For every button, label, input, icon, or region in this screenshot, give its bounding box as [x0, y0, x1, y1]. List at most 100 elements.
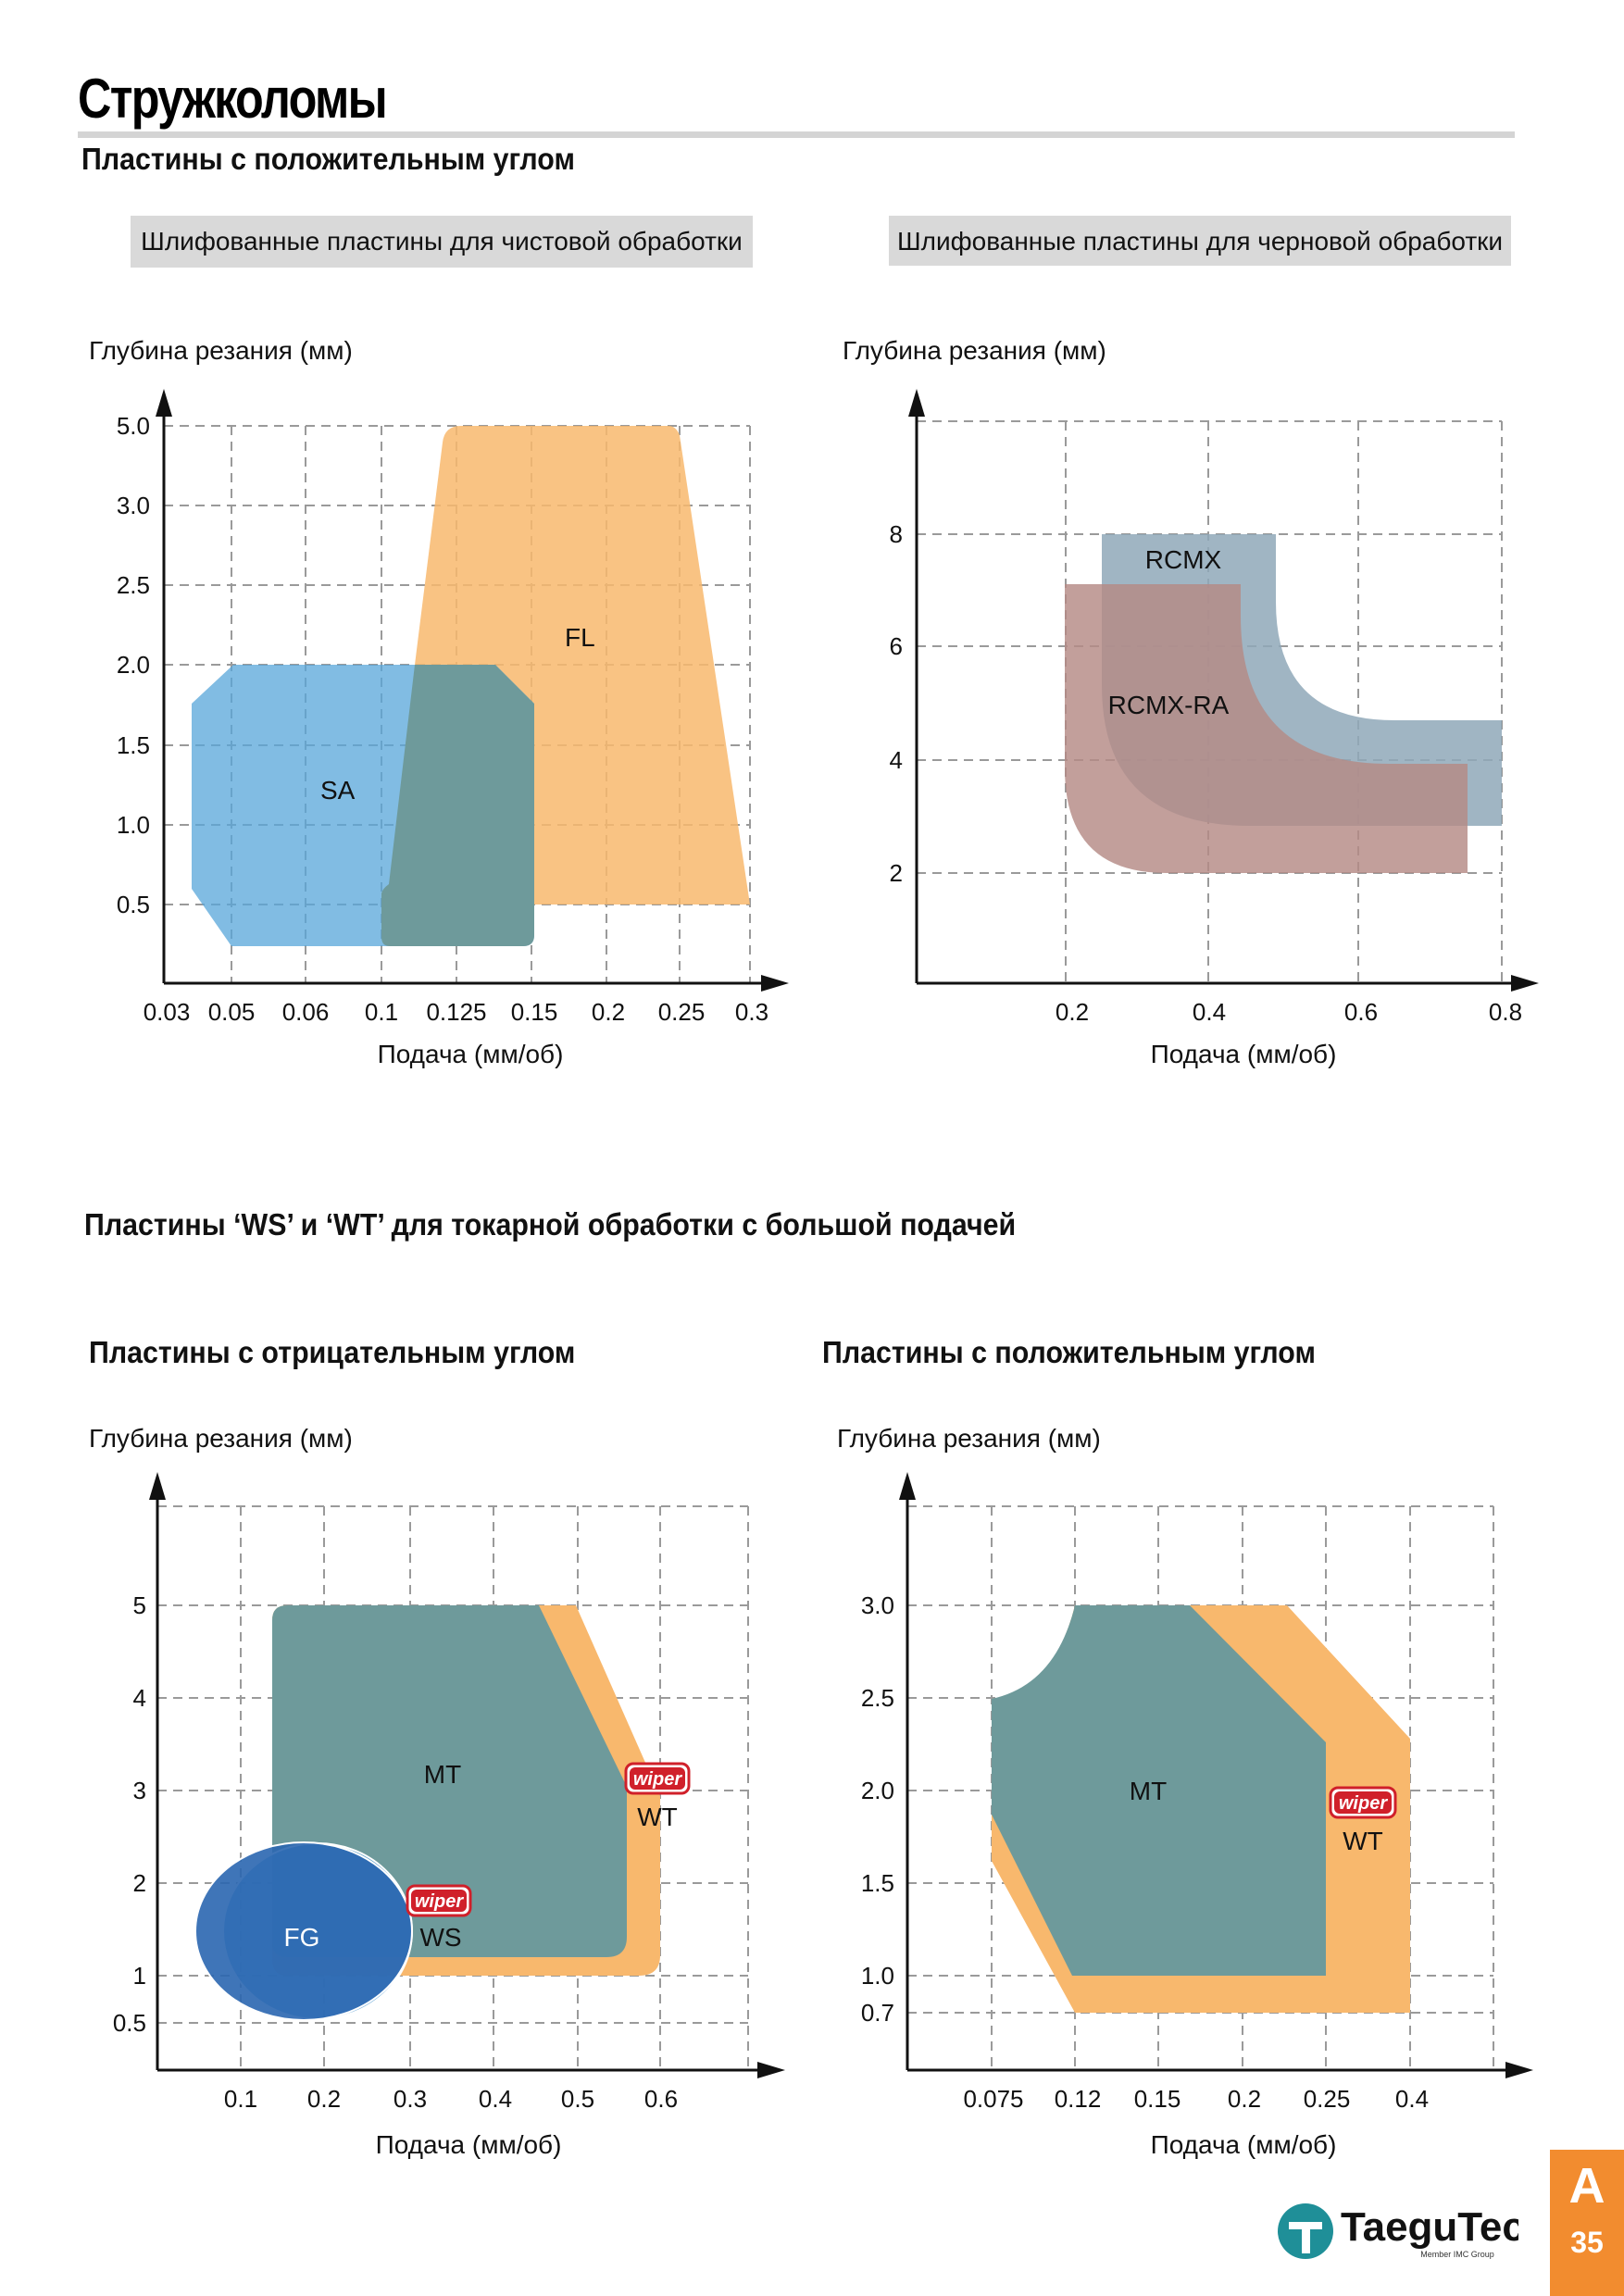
- region-mt: [992, 1605, 1326, 1976]
- chart-roughing: Глубина резания (мм) RCMX RCMX-RA 2 4 6 …: [843, 336, 1539, 1068]
- y-tick-label: 2.0: [117, 651, 150, 679]
- x-tick-label: 0.8: [1489, 998, 1522, 1026]
- region-label: WS: [419, 1923, 461, 1952]
- x-tick-label: 0.125: [426, 998, 486, 1026]
- chart-finishing: Глубина резания (мм) SA FL 0.5 1.0 1.5 2…: [89, 336, 789, 1068]
- region-fl: [415, 426, 750, 905]
- region-label: SA: [320, 776, 356, 805]
- x-tick-label: 0.15: [1134, 2085, 1181, 2113]
- finishing-box: Шлифованные пластины для чистовой обрабо…: [131, 216, 753, 268]
- y-tick-label: 0.5: [117, 891, 150, 918]
- x-tick-label: 0.05: [208, 998, 256, 1026]
- y-tick-label: 2.5: [117, 571, 150, 599]
- region-label: MT: [424, 1760, 461, 1789]
- x-tick-label: 0.2: [592, 998, 625, 1026]
- y-tick-label: 3.0: [861, 1591, 894, 1619]
- y-axis-arrow: [908, 389, 925, 417]
- y-tick-label: 2: [133, 1869, 146, 1897]
- y-tick-label: 1.0: [861, 1962, 894, 1990]
- region-label: RCMX: [1145, 545, 1222, 574]
- x-axis-arrow: [1511, 975, 1539, 992]
- y-tick-label: 6: [890, 632, 903, 660]
- y-tick-label: 2: [890, 859, 903, 887]
- x-tick-label: 0.12: [1055, 2085, 1102, 2113]
- y-tick-label: 4: [890, 746, 903, 774]
- roughing-box: Шлифованные пластины для черновой обрабо…: [889, 216, 1511, 266]
- wiper-badge-ws-fill: [411, 1890, 467, 1912]
- x-axis-label: Подача (мм/об): [1151, 2130, 1337, 2159]
- x-axis-label: Подача (мм/об): [378, 1040, 564, 1068]
- y-axis-arrow: [156, 389, 172, 417]
- taegutec-logo: TaeguTec Member IMC Group: [1278, 2203, 1518, 2259]
- x-tick-label: 0.3: [735, 998, 768, 1026]
- x-tick-label: 0.25: [1304, 2085, 1351, 2113]
- wiper-badge-text: wiper: [633, 1769, 682, 1790]
- chart-positive-rake: Глубина резания (мм) MT wiper WT 0.7 1.0…: [837, 1424, 1533, 2159]
- section-tab: A 35: [1550, 2150, 1624, 2296]
- region-label: WT: [637, 1803, 678, 1831]
- y-tick-label: 3.0: [117, 492, 150, 519]
- x-axis-label: Подача (мм/об): [376, 2130, 562, 2159]
- region-fg: [194, 1841, 413, 2021]
- chart-negative-rake: Глубина резания (мм) MT FG wiper WT wipe…: [89, 1424, 785, 2159]
- y-axis-label: Глубина резания (мм): [89, 1424, 353, 1453]
- y-tick-label: 4: [133, 1684, 146, 1712]
- x-axis-arrow: [761, 975, 789, 992]
- x-tick-label: 0.1: [365, 998, 398, 1026]
- y-axis-label: Глубина резания (мм): [843, 336, 1106, 365]
- x-tick-label: 0.6: [644, 2085, 678, 2113]
- y-tick-label: 0.5: [113, 2009, 146, 2037]
- logo-t-icon: [1289, 2222, 1322, 2253]
- page-title: Стружколомы: [78, 68, 388, 130]
- y-tick-label: 3: [133, 1777, 146, 1804]
- region-label: WT: [1343, 1827, 1383, 1855]
- x-tick-label: 0.03: [144, 998, 191, 1026]
- x-tick-label: 0.1: [224, 2085, 257, 2113]
- wiper-badge-wt-fill: [630, 1767, 685, 1790]
- axes: [906, 1489, 1517, 2072]
- x-axis-label: Подача (мм/об): [1151, 1040, 1337, 1068]
- x-axis-arrow: [1505, 2062, 1533, 2078]
- y-tick-label: 5: [133, 1591, 146, 1619]
- page-number: 35: [1570, 2226, 1604, 2259]
- subhead-positive: Пластины с положительным углом: [822, 1335, 1316, 1369]
- logo-text: TaeguTec: [1341, 2204, 1518, 2250]
- y-tick-label: 1.5: [861, 1869, 894, 1897]
- region-rcmx-ra: [1065, 584, 1468, 873]
- y-tick-label: 2.5: [861, 1684, 894, 1712]
- section-ws-wt-heading: Пластины ‘WS’ и ‘WT’ для токарной обрабо…: [84, 1207, 1017, 1242]
- x-tick-label: 0.075: [963, 2085, 1023, 2113]
- y-tick-label: 2.0: [861, 1777, 894, 1804]
- axes: [915, 406, 1523, 985]
- y-tick-label: 1: [133, 1962, 146, 1990]
- x-tick-label: 0.5: [561, 2085, 594, 2113]
- subtitle-positive-top: Пластины с положительным углом: [81, 142, 575, 176]
- wiper-badge-wt-fill: [1334, 1791, 1392, 1814]
- x-tick-label: 0.4: [479, 2085, 512, 2113]
- y-tick-label: 1.5: [117, 731, 150, 759]
- x-tick-label: 0.06: [282, 998, 330, 1026]
- logo-tagline: Member IMC Group: [1420, 2250, 1494, 2259]
- y-axis-arrow: [899, 1472, 916, 1500]
- section-letter: A: [1568, 2158, 1605, 2214]
- title-rule: [78, 131, 1515, 138]
- x-tick-label: 0.3: [394, 2085, 427, 2113]
- wiper-badge-text: wiper: [415, 1891, 464, 1912]
- x-tick-label: 0.4: [1395, 2085, 1429, 2113]
- y-tick-label: 1.0: [117, 811, 150, 839]
- x-tick-label: 0.6: [1344, 998, 1378, 1026]
- y-tick-label: 0.7: [861, 1999, 894, 2027]
- region-label: MT: [1130, 1777, 1167, 1805]
- axes: [156, 1489, 768, 2072]
- subhead-negative: Пластины с отрицательным углом: [89, 1335, 576, 1369]
- x-tick-label: 0.2: [1228, 2085, 1261, 2113]
- y-axis-label: Глубина резания (мм): [89, 336, 353, 365]
- axes: [162, 406, 773, 985]
- region-label: RCMX-RA: [1108, 691, 1230, 719]
- x-tick-label: 0.2: [1056, 998, 1089, 1026]
- wiper-badge-text: wiper: [1339, 1793, 1388, 1814]
- x-tick-label: 0.25: [658, 998, 706, 1026]
- x-tick-label: 0.2: [307, 2085, 341, 2113]
- y-axis-arrow: [149, 1472, 166, 1500]
- region-sa-fl-overlap: [381, 665, 534, 946]
